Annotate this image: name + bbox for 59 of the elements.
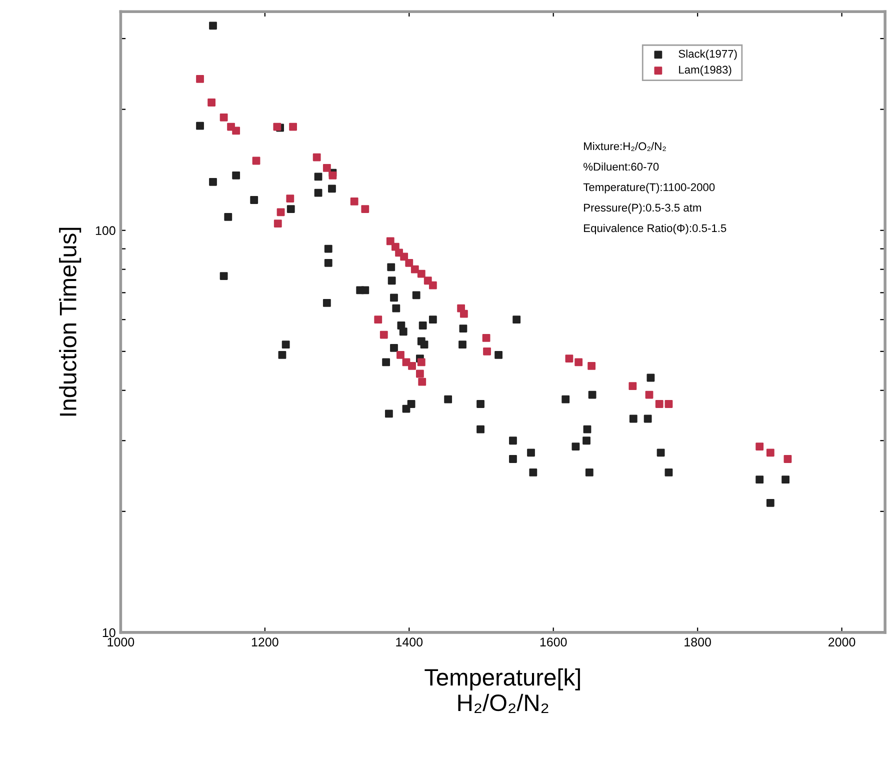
point	[408, 362, 416, 370]
point	[312, 153, 321, 162]
point	[756, 442, 764, 450]
x-axis-title: Temperature[k] H₂/O₂/N₂	[424, 668, 580, 713]
point	[766, 448, 774, 457]
point	[232, 126, 240, 135]
point	[208, 98, 216, 106]
point	[396, 350, 404, 359]
point	[784, 455, 792, 463]
point	[273, 122, 282, 131]
point	[350, 198, 358, 206]
y-axis-title: Induction Time[us]	[59, 228, 82, 416]
point	[482, 334, 490, 342]
point	[483, 347, 491, 356]
point	[274, 220, 282, 228]
point	[417, 270, 426, 278]
y-tick-label: 10	[102, 628, 116, 638]
point	[286, 194, 294, 202]
legend-label: Slack(1977)	[678, 50, 737, 60]
annotation: %Diluent:60-70	[584, 162, 659, 171]
point	[220, 113, 228, 122]
point	[417, 358, 426, 366]
point	[196, 75, 204, 83]
point	[328, 171, 337, 180]
x-tick-label: 1600	[540, 638, 567, 646]
point	[322, 164, 331, 172]
point	[628, 382, 637, 390]
x-tick-label: 1400	[396, 638, 423, 646]
point	[252, 156, 260, 165]
point	[655, 400, 664, 408]
point	[289, 122, 297, 131]
point	[418, 378, 426, 386]
point	[386, 237, 394, 246]
point	[645, 390, 654, 399]
x-tick-label: 1200	[252, 638, 278, 646]
point	[410, 265, 419, 274]
point	[428, 281, 437, 290]
annotation: Equivalence Ratio(Φ):0.5-1.5	[584, 224, 726, 234]
point	[565, 354, 574, 362]
point	[380, 330, 388, 339]
y-tick-label: 100	[96, 226, 116, 236]
point	[416, 370, 424, 378]
x-tick-label: 1800	[684, 638, 711, 646]
annotation: Mixture:H₂/O₂/N₂	[584, 142, 666, 152]
point	[588, 362, 596, 370]
legend-label: Lam(1983)	[679, 65, 732, 76]
point	[391, 242, 400, 251]
annotation: Pressure(P):0.5-3.5 atm	[584, 203, 701, 214]
point	[574, 358, 583, 366]
point	[276, 208, 285, 216]
point	[400, 252, 408, 261]
point	[361, 205, 370, 213]
point	[405, 258, 414, 267]
x-tick-label: 2000	[828, 638, 856, 646]
point	[374, 316, 382, 324]
point	[664, 400, 673, 408]
point	[460, 310, 468, 318]
x-tick-label: 1000	[108, 638, 134, 646]
annotation: Temperature(T):1100-2000	[583, 182, 715, 194]
